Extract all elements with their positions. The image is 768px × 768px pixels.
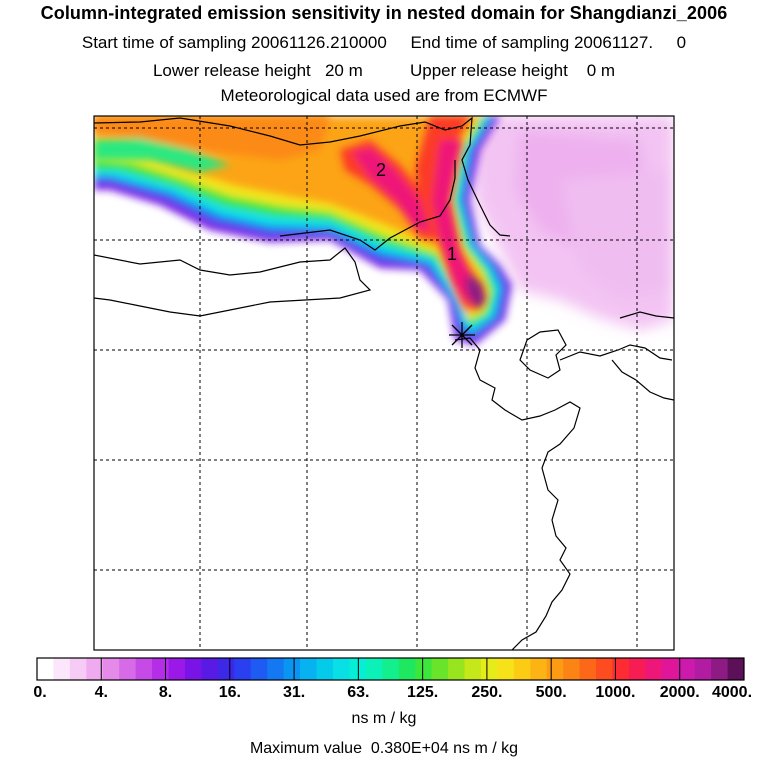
colorbar-swatch <box>283 658 301 680</box>
colorbar-tick-label: 500. <box>535 684 567 701</box>
colorbar-swatch <box>201 658 219 680</box>
colorbar-swatch <box>217 658 235 680</box>
max-value-text: Maximum value 0.380E+04 ns m / kg <box>249 740 519 757</box>
colorbar-swatch <box>119 658 137 680</box>
colorbar-swatch <box>415 658 432 680</box>
colorbar-swatch <box>300 658 317 680</box>
colorbar-frame <box>36 657 745 681</box>
colorbar-tick-label: 8. <box>158 684 173 701</box>
colorbar-tick-label: 0. <box>33 684 47 701</box>
colorbar-swatch <box>102 658 120 680</box>
plot-title: Column-integrated emission sensitivity i… <box>40 3 728 23</box>
colorbar-swatch <box>332 658 350 680</box>
lower-release-label: Lower release height <box>152 61 311 80</box>
colorbar-swatch <box>168 658 186 680</box>
colorbar-tick-label: 2000. <box>659 684 700 701</box>
colorbar-swatch <box>382 658 400 680</box>
release-line: Lower release height 20 m Upper release … <box>0 61 768 81</box>
colorbar-tick-label: 4. <box>94 684 108 701</box>
colorbar-tick-label: 31. <box>282 684 306 701</box>
colorbar-swatch <box>628 658 646 680</box>
coastline-peninsula <box>611 359 674 401</box>
colorbar-swatch <box>480 658 498 680</box>
colorbar-swatch <box>349 658 367 680</box>
coastline-bohai <box>454 337 581 650</box>
colorbar-ticks <box>100 658 681 680</box>
colorbar-swatch <box>37 658 54 680</box>
plume-core-dark <box>466 272 486 310</box>
coastline-korea <box>559 344 673 361</box>
start-label: Start time of sampling <box>81 33 247 52</box>
colorbar-swatch <box>250 658 268 680</box>
colorbar-swatch <box>365 658 383 680</box>
pink-background-east <box>560 170 674 300</box>
colorbar-swatch <box>69 658 87 680</box>
border-north <box>94 116 511 237</box>
colorbar-swatch <box>563 658 580 680</box>
upper-release-label: Upper release height <box>409 61 568 80</box>
colorbar-swatch <box>513 658 531 680</box>
colorbar-tick-label: 63. <box>347 684 370 701</box>
colorbar-swatch <box>579 658 597 680</box>
lower-release-value: 20 m <box>324 61 363 80</box>
end-label: End time of sampling <box>410 33 570 52</box>
colorbar-swatch <box>546 658 564 680</box>
plume-band-orange-north <box>94 116 330 160</box>
coastline-east <box>619 311 674 319</box>
plume-field <box>94 116 674 345</box>
plume-west-tongue-green <box>94 138 230 172</box>
colorbar-swatch <box>711 658 728 680</box>
map-frame <box>93 115 675 651</box>
end-value: 20061127. 0 <box>573 33 687 52</box>
colorbar-swatch <box>694 658 712 680</box>
colorbar-swatch <box>678 658 696 680</box>
colorbar-tick-label: 16. <box>218 684 241 701</box>
colorbar-swatch <box>431 658 449 680</box>
met-data-line: Meteorological data used are from ECMWF <box>220 86 548 105</box>
lat-lon-grid <box>94 116 674 650</box>
colorbar-swatch <box>152 658 169 680</box>
receptor-marker-icon <box>449 322 475 348</box>
contour-label-1: 1 <box>447 244 457 264</box>
colorbar-swatch <box>53 658 71 680</box>
colorbar-swatch <box>448 658 465 680</box>
colorbar-swatch <box>727 658 745 680</box>
border-west <box>94 247 372 317</box>
colorbar-swatch <box>596 658 613 680</box>
colorbar-swatch <box>234 658 252 680</box>
colorbar-swatch <box>497 658 515 680</box>
colorbar-swatch <box>316 658 334 680</box>
colorbar-swatch <box>86 658 104 680</box>
colorbar-units: ns m / kg <box>351 710 417 727</box>
colorbar-tick-label: 1000. <box>595 684 636 701</box>
colorbar-swatch <box>184 658 202 680</box>
plume-band-magenta <box>432 140 474 300</box>
colorbar-swatch <box>135 658 153 680</box>
colorbar-tick-label: 125. <box>407 684 439 701</box>
colorbar-swatch <box>645 658 663 680</box>
plume-band-red <box>415 116 480 308</box>
boundaries-coastlines <box>94 116 674 650</box>
colorbar-swatch <box>661 658 679 680</box>
coastline-liaodong <box>519 329 567 379</box>
colorbar-swatch <box>530 658 548 680</box>
plume-branch-magenta <box>352 148 430 232</box>
sampling-line: Start time of sampling 20061126.210000 E… <box>0 33 768 53</box>
colorbar-tick-label: 250. <box>471 684 503 701</box>
colorbar-swatch <box>398 658 416 680</box>
colorbar-swatch <box>267 658 285 680</box>
colorbar-swatch <box>464 658 482 680</box>
colorbar-tick-label: 4000. <box>711 684 753 701</box>
colorbar-swatch <box>612 658 630 680</box>
colorbar <box>36 657 745 681</box>
border-inner <box>279 160 456 251</box>
upper-release-value: 0 m <box>586 61 616 80</box>
contour-label-2: 2 <box>376 160 386 180</box>
start-value: 20061126.210000 <box>251 33 387 52</box>
